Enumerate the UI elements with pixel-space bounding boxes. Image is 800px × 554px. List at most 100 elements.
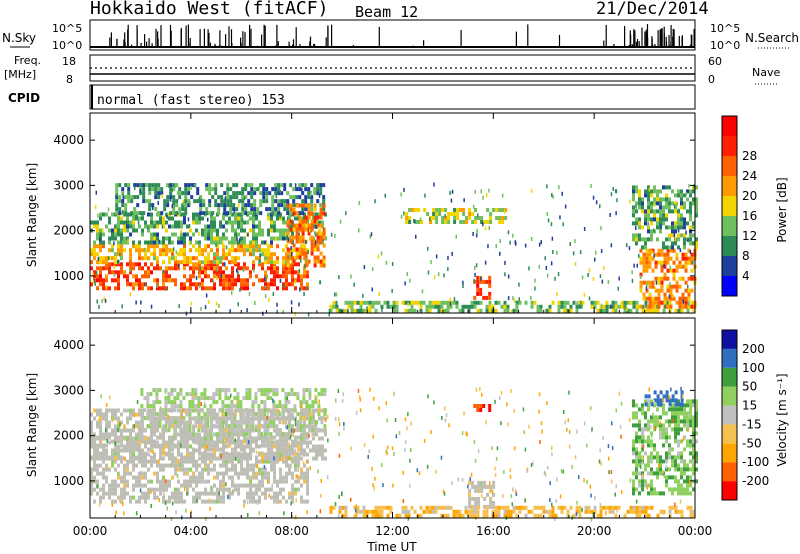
power-cell (93, 248, 96, 253)
power-cell (683, 225, 686, 230)
power-cell (498, 216, 502, 220)
power-cell (663, 256, 667, 261)
power-cell (298, 235, 302, 240)
velocity-cell (524, 513, 528, 518)
power-cell (219, 274, 222, 279)
power-cell (234, 232, 237, 237)
power-cell (115, 207, 119, 212)
power-cell (198, 248, 201, 253)
velocity-cell (300, 440, 303, 445)
velocity-cell (291, 412, 294, 417)
velocity-cell (231, 448, 234, 453)
power-cell (183, 262, 186, 267)
power-cell (414, 220, 418, 224)
power-cell (659, 197, 662, 202)
velocity-cell (243, 451, 246, 456)
power-speckle (334, 292, 336, 297)
power-cell (450, 212, 454, 216)
power-cell (222, 286, 225, 291)
velocity-cell (126, 440, 129, 445)
power-cell (240, 220, 243, 225)
power-cell (280, 183, 284, 188)
power-cell (232, 207, 236, 212)
velocity-cell (249, 487, 252, 492)
power-speckle (647, 222, 649, 227)
velocity-cell (692, 463, 695, 468)
power-speckle (677, 228, 680, 233)
velocity-cell (632, 451, 635, 456)
velocity-cell (143, 408, 147, 413)
velocity-cell (252, 408, 255, 413)
velocity-cell (155, 392, 159, 397)
power-speckle (101, 299, 103, 303)
power-cell (105, 260, 108, 265)
power-cell (675, 288, 679, 293)
velocity-cell (174, 432, 177, 437)
power-speckle (229, 309, 231, 314)
power-cell (672, 260, 676, 265)
velocity-cell (321, 444, 324, 449)
power-cell (216, 236, 219, 241)
velocity-cell (284, 420, 288, 425)
power-cell (222, 216, 225, 221)
power-cell (241, 195, 245, 200)
velocity-cell (677, 487, 680, 492)
power-cell (304, 199, 308, 204)
velocity-cell (291, 487, 294, 492)
velocity-cell (180, 436, 183, 441)
power-cell (147, 244, 150, 249)
velocity-cell (599, 505, 603, 510)
power-cell (645, 264, 649, 269)
power-cell (303, 248, 306, 253)
power-cell (662, 241, 665, 246)
velocity-cell (665, 431, 668, 436)
power-cell (666, 296, 670, 301)
velocity-cell (164, 408, 168, 413)
velocity-cell (252, 463, 255, 468)
power-cell (231, 236, 234, 241)
velocity-cell (195, 483, 198, 488)
power-speckle (638, 253, 640, 258)
power-cell (318, 220, 321, 225)
power-cell (183, 236, 186, 241)
power-cell (648, 252, 652, 257)
power-cell (657, 296, 661, 301)
velocity-cell (93, 459, 96, 464)
power-cell (273, 220, 276, 225)
power-cell (102, 256, 105, 261)
power-cell (199, 207, 203, 212)
power-cell (638, 221, 641, 226)
power-cell (252, 252, 255, 257)
velocity-cell (129, 499, 132, 504)
power-cell (157, 195, 161, 200)
power-cell (250, 207, 254, 212)
power-speckle (172, 247, 175, 252)
velocity-cell (207, 412, 210, 417)
velocity-cell (695, 451, 698, 456)
power-speckle (233, 209, 236, 214)
power-cell (653, 209, 656, 214)
power-cell (111, 236, 114, 241)
power-cell (270, 244, 273, 249)
velocity-cell (548, 509, 552, 514)
velocity-cell (686, 399, 689, 404)
velocity-cell (638, 423, 641, 428)
velocity-cell (141, 435, 144, 440)
power-speckle (482, 222, 484, 227)
power-speckle (576, 301, 578, 306)
velocity-cell (404, 513, 408, 518)
velocity-cell (269, 420, 273, 425)
velocity-cell (656, 415, 659, 420)
power-cell (129, 262, 132, 267)
velocity-cell (650, 467, 653, 472)
power-cell (285, 256, 288, 261)
velocity-cell (671, 487, 674, 492)
power-cell (635, 185, 638, 190)
velocity-cell (255, 444, 258, 449)
power-cell (441, 220, 445, 224)
power-cell (213, 282, 216, 287)
velocity-cell (135, 456, 138, 461)
velocity-cell (548, 513, 552, 518)
velocity-cell (152, 388, 156, 393)
velocity-cell (222, 452, 225, 457)
